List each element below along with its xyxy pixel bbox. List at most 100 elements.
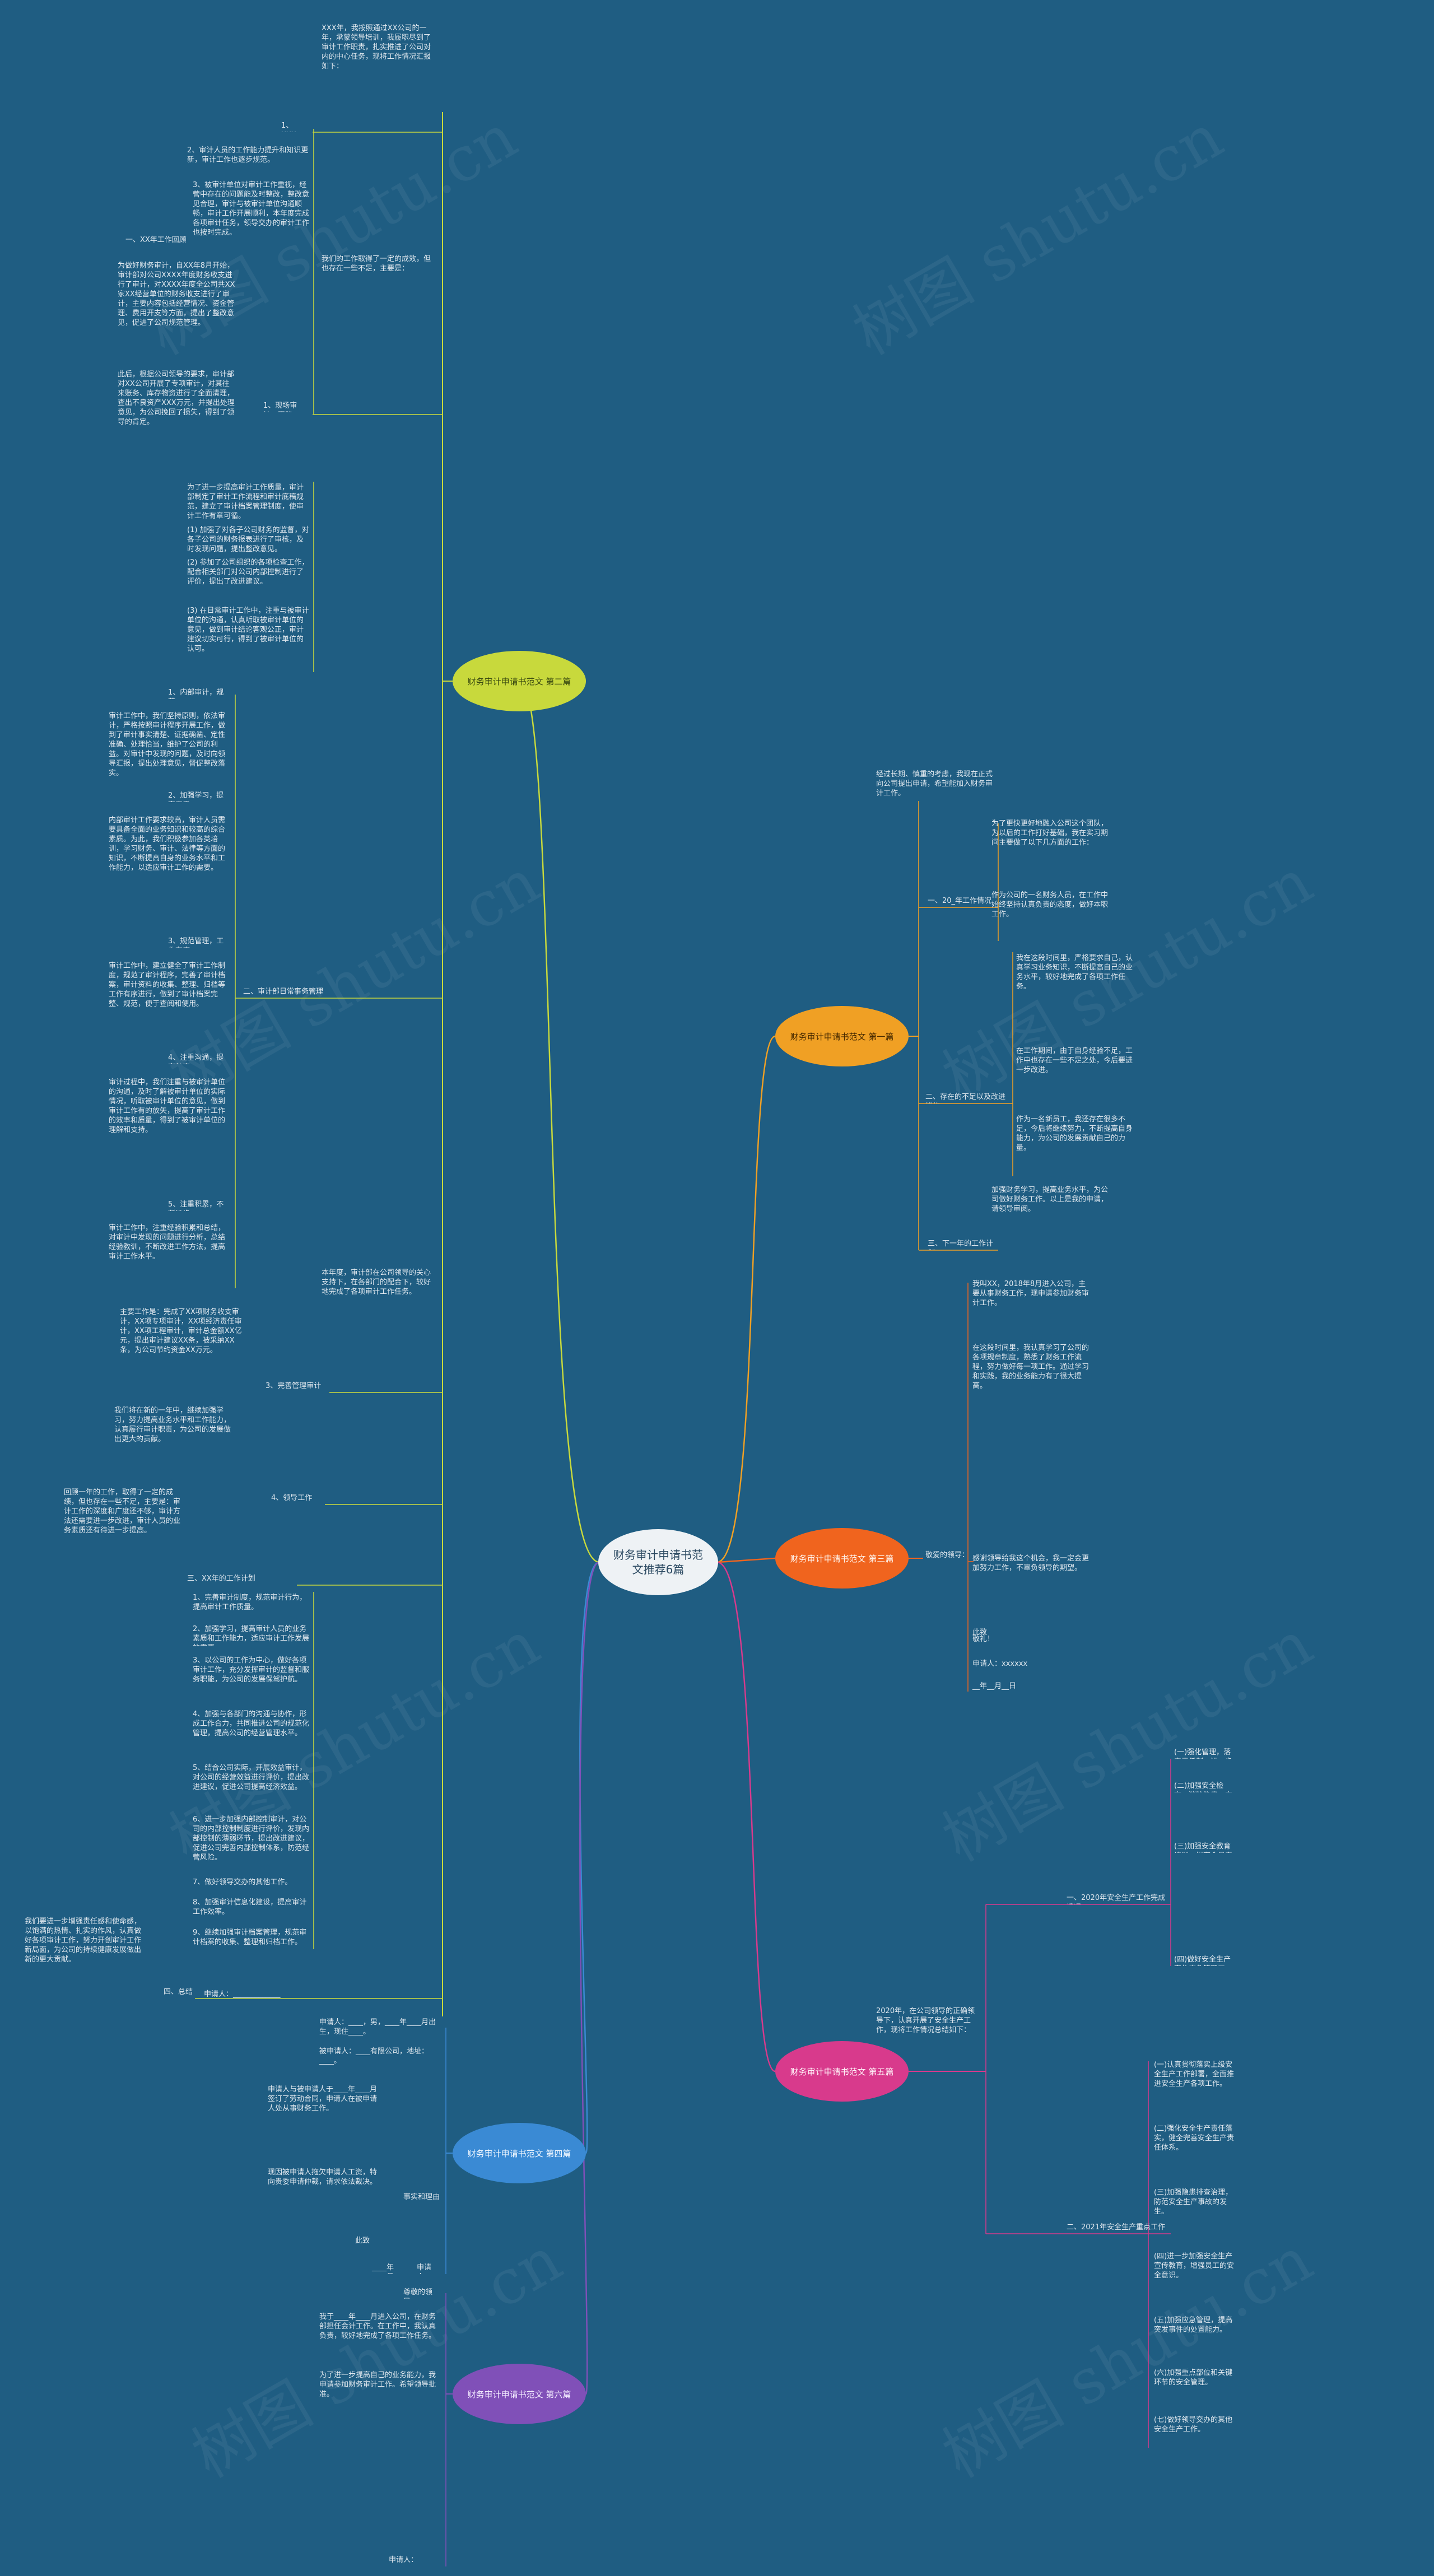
- node-text[interactable]: 审计工作中，注重经验积累和总结，对审计中发现的问题进行分析，总结经验教训，不断改…: [109, 1224, 226, 1261]
- node-text[interactable]: 为做好财务审计，自XX年8月开始，审计部对公司XXXX年度财务收支进行了审计，对…: [118, 262, 235, 327]
- node-text[interactable]: 为了更快更好地融入公司这个团队，为以后的工作打好基础，我在实习期间主要做了以下几…: [991, 819, 1109, 847]
- node-text[interactable]: 在工作期间，由于自身经验不足，工作中也存在一些不足之处，今后要进一步改进。: [1016, 1047, 1133, 1074]
- node-text[interactable]: 我于____年____月进入公司，在财务部担任会计工作。在工作中，我认真负责，较…: [319, 2313, 436, 2340]
- node-text[interactable]: 二、2021年安全生产重点工作: [1067, 2223, 1166, 2232]
- node-text[interactable]: 被申请人：____有限公司，地址：____。: [319, 2047, 429, 2065]
- node-text[interactable]: 3、完善管理审计: [266, 1382, 322, 1390]
- node-text[interactable]: 我们要进一步增强责任感和使命感，以饱满的热情、扎实的作风，认真做好各项审计工作，…: [25, 1917, 142, 1964]
- node-text[interactable]: 1、现场审计，跟踪: [263, 402, 297, 412]
- node-text[interactable]: 4、注重沟通，提高效率: [168, 1054, 224, 1064]
- branch-fifth[interactable]: 财务审计申请书范文 第五篇: [775, 2041, 909, 2102]
- node-text[interactable]: 主要工作是：完成了XX项财务收支审计，XX项专项审计，XX项经济责任审计，XX项…: [120, 1308, 242, 1354]
- node-text[interactable]: 此致: [355, 2237, 370, 2245]
- node-text[interactable]: 6、进一步加强内部控制审计，对公司的内部控制制度进行评价，发现内部控制的薄弱环节…: [193, 1815, 310, 1862]
- node-text[interactable]: 二、审计部日常事务管理: [243, 987, 324, 996]
- node-text[interactable]: ____年____月____日: [372, 2263, 394, 2274]
- node-text[interactable]: 三、下一年的工作计划: [928, 1240, 994, 1250]
- node-text[interactable]: (三)加强隐患排查治理，防范安全生产事故的发生。: [1154, 2188, 1233, 2216]
- node-text[interactable]: (1) 加强了对各子公司财务的监督，对各子公司的财务报表进行了审核，及时发现问题…: [187, 526, 309, 552]
- node-text[interactable]: (七)做好领导交办的其他安全生产工作。: [1154, 2416, 1233, 2434]
- node-text[interactable]: 作为公司的一名财务人员，在工作中始终坚持认真负责的态度，做好本职工作。: [991, 891, 1109, 919]
- node-text[interactable]: 申请人：_____________: [204, 1990, 281, 1999]
- node-text[interactable]: 此后，根据公司领导的要求，审计部对XX公司开展了专项审计，对其往来账务、库存物资…: [118, 370, 235, 426]
- node-text[interactable]: 一、20_年工作情况: [928, 897, 992, 905]
- node-text[interactable]: 我叫XX，2018年8月进入公司，主要从事财务工作，现申请参加财务审计工作。: [972, 1280, 1090, 1307]
- node-text[interactable]: 3、被审计单位对审计工作重视，经营中存在的问题能及时整改，整改意见合理，审计与被…: [193, 181, 310, 237]
- node-text[interactable]: __年__月__日: [972, 1682, 1017, 1690]
- root-topic[interactable]: 财务审计申请书范文推荐6篇: [598, 1529, 718, 1595]
- node-text[interactable]: 事实和理由: [403, 2193, 440, 2201]
- root-link-third: [718, 1557, 776, 1563]
- node-text[interactable]: (六)加强重点部位和关键环节的安全管理。: [1154, 2369, 1233, 2387]
- node-text[interactable]: (一)认真贯彻落实上级安全生产工作部署，全面推进安全生产各项工作。: [1154, 2061, 1235, 2088]
- node-text[interactable]: 此致: [972, 1628, 988, 1637]
- node-text[interactable]: 一、2020年安全生产工作完成情况: [1067, 1894, 1166, 1904]
- node-text[interactable]: 申请人：____，男，____年____月出生，现住____。: [319, 2018, 436, 2036]
- node-text[interactable]: 2020年，在公司领导的正确领导下，认真开展了安全生产工作，现将工作情况总结如下…: [876, 2007, 975, 2034]
- node-text[interactable]: (四)做好安全生产事故应急管理工作，完善应急预案。: [1174, 1955, 1231, 1966]
- node-text[interactable]: 2、审计人员的工作能力提升和知识更新，审计工作也逐步规范。: [187, 146, 309, 164]
- node-text[interactable]: (五)加强应急管理，提高突发事件的处置能力。: [1154, 2316, 1233, 2334]
- branch-second[interactable]: 财务审计申请书范文 第二篇: [453, 651, 586, 711]
- branch-first[interactable]: 财务审计申请书范文 第一篇: [775, 1006, 909, 1066]
- node-text[interactable]: 为了进一步提高自己的业务能力，我申请参加财务审计工作。希望领导批准。: [319, 2371, 436, 2398]
- node-text[interactable]: 申请人：: [417, 2263, 432, 2274]
- node-text[interactable]: 5、注重积累，不断进步: [168, 1200, 224, 1211]
- branch-fourth[interactable]: 财务审计申请书范文 第四篇: [453, 2123, 586, 2183]
- node-text[interactable]: 1、完善审计制度，规范审计行为，提高审计工作质量。: [193, 1594, 307, 1611]
- node-text[interactable]: 三、XX年的工作计划: [187, 1575, 255, 1583]
- node-text[interactable]: 内部审计工作要求较高，审计人员需要具备全面的业务知识和较高的综合素质。为此，我们…: [109, 816, 226, 872]
- node-text[interactable]: 为了进一步提高审计工作质量，审计部制定了审计工作流程和审计底稿规范，建立了审计档…: [187, 483, 304, 520]
- node-text[interactable]: 敬爱的领导：: [925, 1551, 970, 1559]
- branch-third[interactable]: 财务审计申请书范文 第三篇: [775, 1528, 909, 1589]
- node-text[interactable]: 1、内部审计，规范: [168, 688, 224, 699]
- node-text[interactable]: 四、总结: [164, 1988, 193, 1996]
- node-text[interactable]: (三)加强安全教育培训，提高全员安全意识和技能。: [1174, 1842, 1232, 1853]
- node-text[interactable]: 一、XX年工作回顾: [125, 236, 187, 244]
- root-link-fifth: [716, 1561, 776, 2072]
- root-link-second: [519, 680, 600, 1563]
- node-text[interactable]: 审计工作中，建立健全了审计工作制度，规范了审计程序，完善了审计档案，审计资料的收…: [109, 962, 226, 1008]
- node-text[interactable]: 加强财务学习，提高业务水平，为公司做好财务工作。以上是我的申请，请领导审阅。: [991, 1186, 1109, 1213]
- node-text[interactable]: (四)进一步加强安全生产宣传教育，增强员工的安全意识。: [1154, 2252, 1235, 2280]
- node-text[interactable]: 回顾一年的工作，取得了一定的成绩，但也存在一些不足，主要是：审计工作的深度和广度…: [64, 1488, 181, 1535]
- node-text[interactable]: (二)强化安全生产责任落实，健全完善安全生产责任体系。: [1154, 2125, 1235, 2152]
- node-text[interactable]: 二、存在的不足以及改进措施: [925, 1093, 1006, 1103]
- node-text[interactable]: 4、领导工作: [271, 1494, 313, 1502]
- node-text[interactable]: 尊敬的领导：: [403, 2288, 433, 2299]
- node-text[interactable]: 申请人：xxxxxx: [972, 1660, 1028, 1668]
- node-text[interactable]: (一)强化管理，落实责任制。进一步完善了安全生产责任制，明确了各级人员的安全职责…: [1174, 1748, 1232, 1759]
- node-text[interactable]: 申请人与被申请人于____年____月签订了劳动合同，申请人在被申请人处从事财务…: [268, 2085, 378, 2113]
- node-text[interactable]: (3) 在日常审计工作中，注重与被审计单位的沟通，认真听取被审计单位的意见，做到…: [187, 607, 309, 653]
- node-text[interactable]: 3、以公司的工作为中心，做好各项审计工作，充分发挥审计的监督和服务职能，为公司的…: [193, 1656, 310, 1684]
- node-text[interactable]: 4、加强与各部门的沟通与协作，形成工作合力，共同推进公司的规范化管理，提高公司的…: [193, 1710, 310, 1737]
- node-text[interactable]: 8、加强审计信息化建设，提高审计工作效率。: [193, 1898, 307, 1916]
- node-text[interactable]: 本年度，审计部在公司领导的关心支持下，在各部门的配合下，较好地完成了各项审计工作…: [322, 1269, 431, 1296]
- branch-sixth[interactable]: 财务审计申请书范文 第六篇: [453, 2364, 586, 2424]
- node-text[interactable]: 审计工作中，我们坚持原则，依法审计，严格按照审计程序开展工作，做到了审计事实清楚…: [109, 712, 226, 777]
- node-text[interactable]: 7、做好领导交办的其他工作。: [193, 1878, 292, 1886]
- node-text[interactable]: 感谢领导给我这个机会，我一定会更加努力工作，不辜负领导的期望。: [972, 1554, 1090, 1572]
- node-text[interactable]: 2、加强学习，提高审计人员的业务素质和工作能力，适应审计工作发展的需要。: [193, 1625, 310, 1646]
- root-link-first: [716, 1035, 776, 1563]
- node-text[interactable]: 9、继续加强审计档案管理，规范审计档案的收集、整理和归档工作。: [193, 1928, 307, 1946]
- node-text[interactable]: 申请人：: [389, 2556, 418, 2564]
- node-text[interactable]: 我们的工作取得了一定的成效，但也存在一些不足，主要是：: [322, 255, 431, 273]
- node-text[interactable]: (二)加强安全检查，消除隐患。定期开展安全检查，及时整改发现的隐患问题。: [1174, 1782, 1232, 1792]
- node-text[interactable]: 我在这段时间里，严格要求自己，认真学习业务知识，不断提高自己的业务水平，较好地完…: [1016, 954, 1133, 991]
- node-text[interactable]: 3、规范管理，工作有序: [168, 937, 224, 948]
- node-text[interactable]: XXX年，我按照通过XX公司的一年，承蒙领导培训，我履职尽到了审计工作职责，扎实…: [322, 24, 431, 71]
- node-text[interactable]: 经过长期、慎重的考虑，我现在正式向公司提出申请，希望能加入财务审计工作。: [876, 770, 993, 798]
- node-text[interactable]: (2) 参加了公司组织的各项检查工作，配合相关部门对公司内部控制进行了评价，提出…: [187, 558, 309, 586]
- node-text[interactable]: 2、加强学习，提高素质: [168, 791, 224, 802]
- node-text[interactable]: 现因被申请人拖欠申请人工资，特向贵委申请仲裁，请求依法裁决。: [268, 2168, 378, 2186]
- node-text[interactable]: 在这段时间里，我认真学习了公司的各项规章制度，熟悉了财务工作流程，努力做好每一项…: [972, 1344, 1090, 1390]
- node-text[interactable]: 审计过程中，我们注重与被审计单位的沟通，及时了解被审计单位的实际情况，听取被审计…: [109, 1078, 226, 1134]
- node-text[interactable]: 敬礼！: [972, 1635, 995, 1643]
- node-text[interactable]: 1、XXX：: [281, 122, 304, 132]
- node-text[interactable]: 我们将在新的一年中，继续加强学习，努力提高业务水平和工作能力，认真履行审计职责，…: [114, 1406, 231, 1443]
- node-text[interactable]: 作为一名新员工，我还存在很多不足，今后将继续努力，不断提高自身能力，为公司的发展…: [1016, 1115, 1133, 1152]
- node-text[interactable]: 5、结合公司实际，开展效益审计，对公司的经营效益进行评价，提出改进建议，促进公司…: [193, 1764, 310, 1791]
